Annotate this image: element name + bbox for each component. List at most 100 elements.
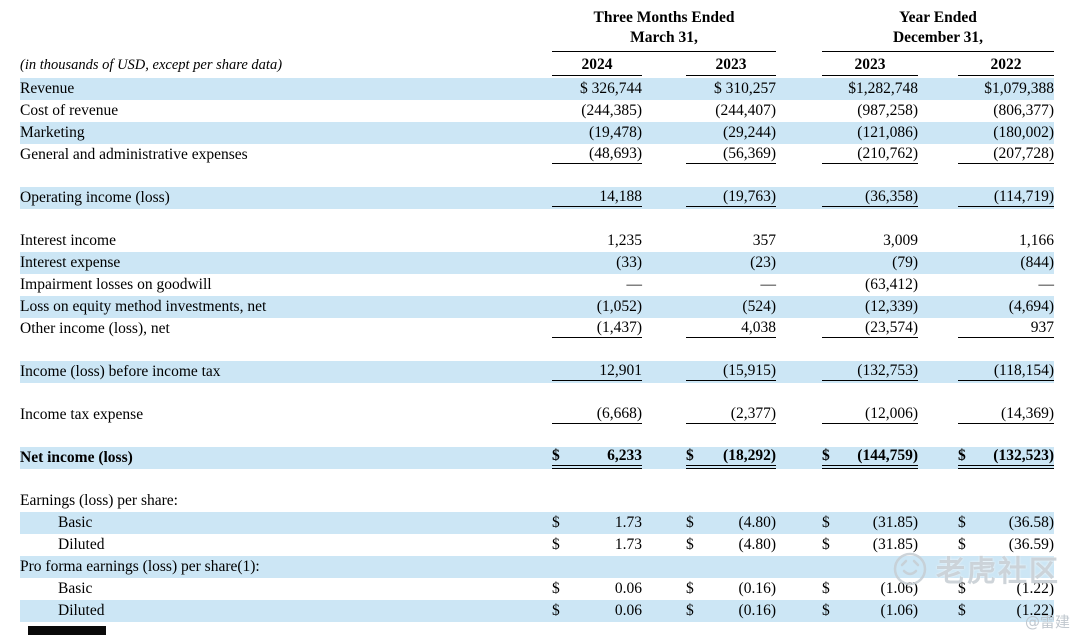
row-label: Pro forma earnings (loss) per share(1): [20, 557, 260, 575]
dollar-sign: $ [958, 513, 966, 531]
dollar-sign: $ [686, 535, 694, 553]
amount: (36.59) [1008, 535, 1054, 553]
col-group-year-ended: Year Ended December 31, [822, 8, 1054, 52]
value-cell: 937 [958, 319, 1054, 339]
table-row: Basic $1.73 $ (4.80) $ (31.85) $ (36.58) [20, 511, 1054, 534]
row-label: Interest income [20, 231, 116, 249]
spacer-row [20, 166, 1054, 187]
dollar-sign: $ [958, 446, 966, 464]
value-cell: $ (1.22) [958, 602, 1054, 620]
dollar-sign: $ [958, 579, 966, 597]
row-label: Loss on equity method investments, net [20, 297, 267, 315]
value-cell: — [1038, 275, 1055, 293]
value-cell: $ (1.06) [822, 602, 918, 620]
col-group-three-months: Three Months Ended March 31, [552, 8, 776, 52]
table-row: Earnings (loss) per share: [20, 490, 1054, 512]
dollar-sign: $ [686, 446, 694, 464]
amount: (1.06) [880, 601, 918, 619]
value-cell: $ 310,257 [714, 79, 776, 97]
row-label: Income tax expense [20, 405, 144, 423]
table-body: Revenue $ 326,744 $ 310,257 $1,282,748 $1,07… [20, 77, 1054, 622]
value-cell: $ (1.22) [958, 580, 1054, 598]
dollar-sign: $ [822, 579, 830, 597]
table-row: Diluted $0.06 $ (0.16) $ (1.06) $ (1.22) [20, 599, 1054, 622]
table-row: Marketing (19,478) (29,244) (121,086) (180,0… [20, 121, 1054, 144]
amount: (36.58) [1008, 513, 1054, 531]
value-cell: 12,901 [552, 362, 642, 382]
value-cell: 4,038 [686, 319, 776, 339]
value-cell: $ (36.59) [958, 536, 1054, 554]
year-column-header: 2023 [686, 56, 776, 76]
value-cell: 1,166 [1019, 231, 1054, 249]
dollar-sign: $ [552, 579, 560, 597]
value-cell: (63,412) [865, 275, 918, 293]
row-label: Net income (loss) [20, 448, 133, 466]
value-cell: $ (31.85) [822, 536, 918, 554]
value-cell: (15,915) [686, 362, 776, 382]
row-label: Interest expense [20, 253, 121, 271]
value-cell: (118,154) [958, 362, 1054, 382]
row-label: Marketing [20, 123, 85, 141]
column-group-header: Three Months Ended March 31, Year Ended … [20, 8, 1054, 52]
value-cell: $0.06 [552, 602, 642, 620]
row-label: Earnings (loss) per share: [20, 491, 178, 509]
amount: (1.06) [880, 579, 918, 597]
year-column-header: 2023 [822, 56, 918, 76]
value-cell: $1.73 [552, 514, 642, 532]
value-cell: $ (36.58) [958, 514, 1054, 532]
value-cell: — [626, 275, 643, 293]
row-label: Operating income (loss) [20, 188, 170, 206]
col-group-title: Three Months Ended [593, 9, 735, 26]
value-cell: $6,233 [552, 447, 642, 469]
amount: (132,523) [993, 446, 1054, 464]
value-cell: (2,377) [686, 405, 776, 425]
row-label: Basic [58, 513, 93, 531]
amount: (0.16) [738, 601, 776, 619]
redaction-bar [28, 626, 106, 635]
table-row: Income tax expense (6,668) (2,377) (12,006)… [20, 404, 1054, 426]
value-cell: (207,728) [958, 145, 1054, 165]
value-cell: (29,244) [723, 123, 776, 141]
row-label: Diluted [58, 601, 105, 619]
value-cell: $ (0.16) [686, 602, 776, 620]
value-cell: (12,006) [822, 405, 918, 425]
value-cell: 14,188 [552, 188, 642, 208]
value-cell: (987,258) [857, 101, 918, 119]
value-cell: (210,762) [822, 145, 918, 165]
amount: (0.16) [738, 579, 776, 597]
value-cell: (79) [892, 253, 918, 271]
value-cell: 357 [752, 231, 776, 249]
dollar-sign: $ [686, 513, 694, 531]
value-cell: (23,574) [822, 319, 918, 339]
value-cell: $1.73 [552, 536, 642, 554]
table-row: Impairment losses on goodwill — — (63,412) — [20, 274, 1054, 296]
value-cell: $ (18,292) [686, 447, 776, 469]
year-header-row: (in thousands of USD, except per share d… [20, 56, 1054, 76]
amount: 6,233 [607, 446, 642, 464]
table-row: Basic $0.06 $ (0.16) $ (1.06) $ (1.22) [20, 578, 1054, 600]
value-cell: (4,694) [1008, 297, 1054, 315]
amount: (18,292) [723, 446, 776, 464]
value-cell: $ (132,523) [958, 447, 1054, 469]
spacer-row [20, 209, 1054, 230]
dollar-sign: $ [958, 601, 966, 619]
value-cell: $ (144,759) [822, 447, 918, 469]
value-cell: $ (1.06) [822, 580, 918, 598]
value-cell: (19,763) [686, 188, 776, 208]
value-cell: (14,369) [958, 405, 1054, 425]
units-note: (in thousands of USD, except per share d… [20, 56, 283, 73]
table-row: Income (loss) before income tax 12,901 (15… [20, 360, 1054, 383]
dollar-sign: $ [822, 513, 830, 531]
spacer-row [20, 426, 1054, 447]
row-label: Impairment losses on goodwill [20, 275, 212, 293]
table-row: Interest expense (33) (23) (79) (844) [20, 251, 1054, 274]
value-cell: $0.06 [552, 580, 642, 598]
row-label: General and administrative expenses [20, 145, 248, 163]
value-cell: (180,002) [993, 123, 1054, 141]
value-cell: (806,377) [993, 101, 1054, 119]
spacer-row [20, 340, 1054, 361]
value-cell: (844) [1020, 253, 1054, 271]
row-label: Revenue [20, 79, 75, 97]
amount: (1.22) [1016, 601, 1054, 619]
